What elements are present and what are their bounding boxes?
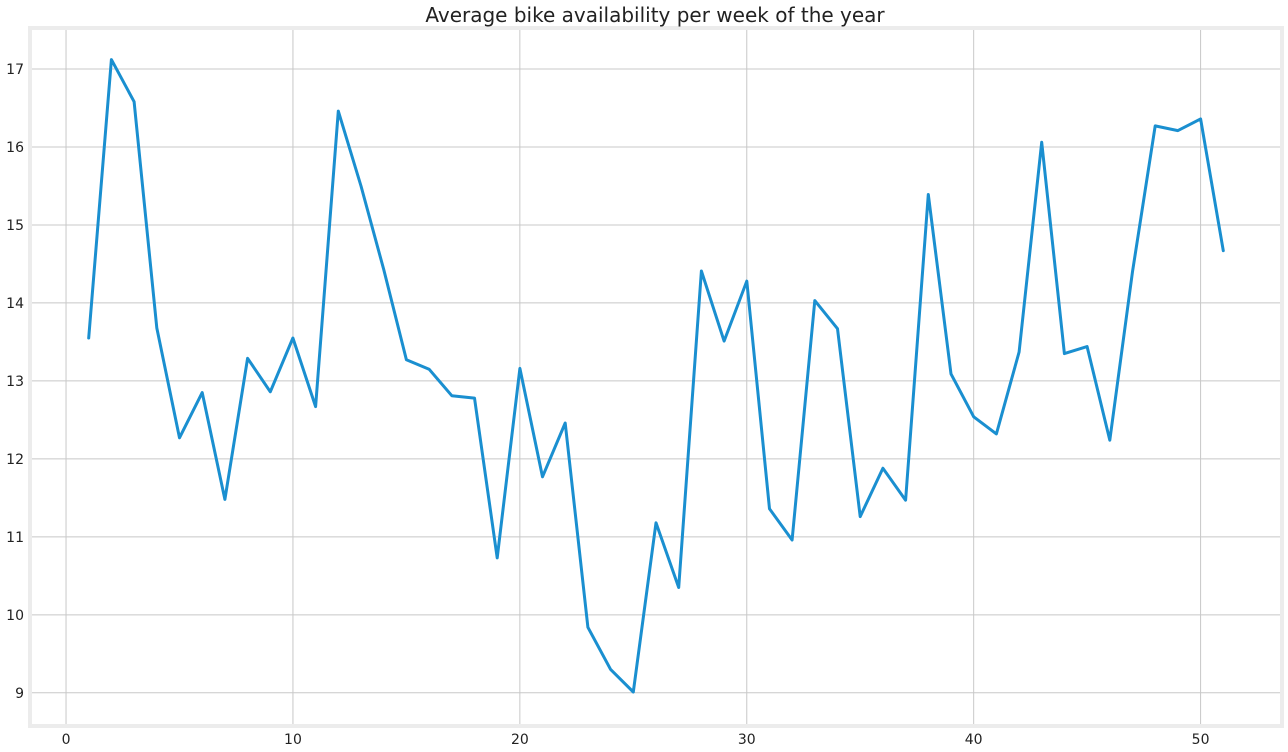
x-tick-label: 30 [738,732,756,748]
x-tick-label: 0 [62,732,71,748]
chart-title: Average bike availability per week of th… [425,3,885,27]
y-tick-label: 11 [6,530,24,546]
series-line [87,58,1225,694]
y-tick-label: 14 [6,296,24,312]
x-tick-label: 50 [1192,732,1210,748]
y-tick-label: 13 [6,374,24,390]
x-tick-label: 10 [284,732,302,748]
x-tick-labels: 0 10 20 30 40 50 [62,732,1210,748]
y-tick-labels: 9 10 11 12 13 14 15 16 17 [6,62,24,702]
x-tick-label: 20 [511,732,529,748]
y-tick-label: 12 [6,452,24,468]
plot-area [28,26,1284,728]
y-tick-label: 17 [6,62,24,78]
y-tick-label: 9 [15,686,24,702]
y-tick-label: 10 [6,608,24,624]
y-tick-label: 16 [6,140,24,156]
y-tick-label: 15 [6,218,24,234]
grid-lines [32,30,1280,724]
x-tick-label: 40 [965,732,983,748]
